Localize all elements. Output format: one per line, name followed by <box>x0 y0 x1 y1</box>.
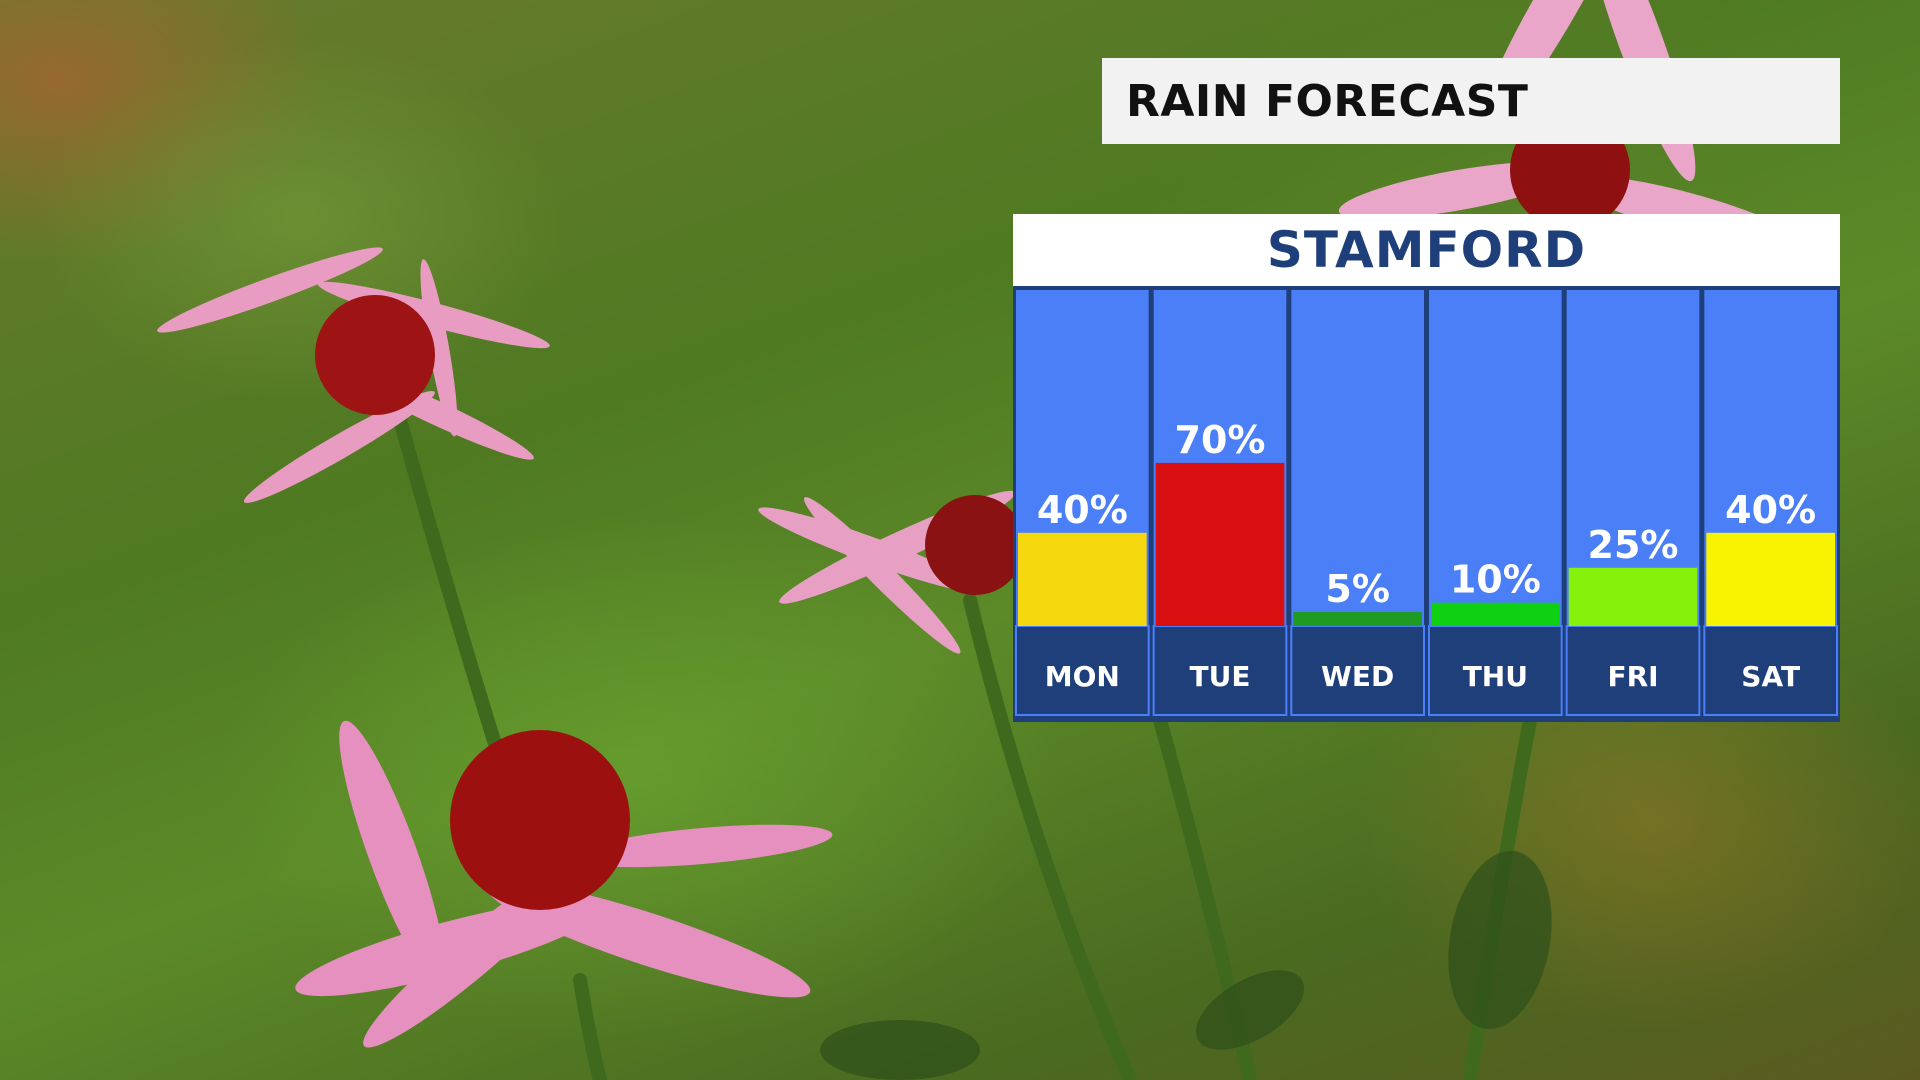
day-label-tue: TUE <box>1190 660 1251 693</box>
day-band-fri <box>1565 625 1701 716</box>
bar-sat <box>1706 532 1835 626</box>
day-band-tue <box>1152 625 1288 716</box>
chart-svg: 40% MON 70% TUE 5% WED 10% THU 25% FRI 40% SAT <box>1015 290 1838 716</box>
column-panel-thu <box>1429 290 1562 626</box>
bar-mon <box>1018 532 1147 626</box>
flower-top-left <box>157 247 550 503</box>
forecast-title: RAIN FORECAST <box>1126 75 1529 127</box>
day-band-mon <box>1015 625 1150 716</box>
day-band-sat <box>1703 625 1838 716</box>
day-label-mon: MON <box>1045 660 1120 693</box>
title-banner: RAIN FORECAST <box>1102 58 1840 144</box>
value-label-fri: 25% <box>1588 523 1679 567</box>
value-label-sat: 40% <box>1725 488 1816 532</box>
rain-chart: STAMFORD 40% MON 70% TUE 5% WED 10% THU 25% FRI 40… <box>1013 214 1840 722</box>
flower-middle <box>758 490 1025 654</box>
value-label-mon: 40% <box>1037 488 1128 532</box>
value-label-tue: 70% <box>1175 418 1266 462</box>
bar-thu <box>1431 602 1560 626</box>
value-label-wed: 5% <box>1325 567 1390 611</box>
day-band-wed <box>1290 625 1426 716</box>
day-label-sat: SAT <box>1741 660 1800 693</box>
bar-fri <box>1568 567 1698 626</box>
value-label-thu: 10% <box>1450 558 1541 602</box>
chart-title: STAMFORD <box>1266 221 1587 279</box>
day-label-fri: FRI <box>1607 660 1658 693</box>
flower-bottom <box>295 720 833 1048</box>
bar-wed <box>1293 612 1422 626</box>
column-panel-wed <box>1291 290 1424 626</box>
day-label-thu: THU <box>1463 660 1528 693</box>
day-label-wed: WED <box>1321 660 1394 693</box>
bar-tue <box>1155 462 1285 626</box>
plot-area: 40% MON 70% TUE 5% WED 10% THU 25% FRI 40% SAT <box>1013 286 1840 722</box>
chart-header: STAMFORD <box>1013 214 1840 286</box>
